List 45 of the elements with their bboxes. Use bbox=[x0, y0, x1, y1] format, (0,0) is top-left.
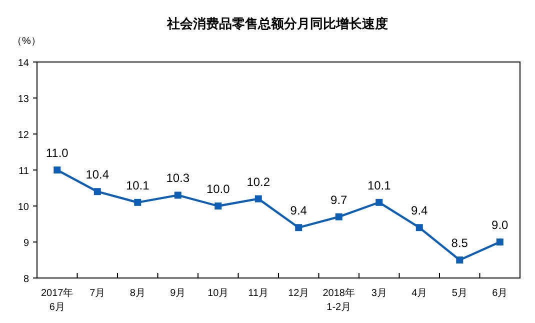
y-tick-label: 10 bbox=[18, 202, 30, 213]
point bbox=[295, 224, 302, 232]
data-label: 10.0 bbox=[206, 182, 230, 196]
y-tick-label: 11 bbox=[18, 166, 30, 177]
data-label: 11.0 bbox=[46, 146, 69, 160]
data-label: 10.1 bbox=[367, 178, 392, 192]
data-label: 10.2 bbox=[246, 174, 270, 189]
x-tick-label: 11月 bbox=[248, 288, 269, 299]
point bbox=[174, 192, 182, 199]
point bbox=[335, 213, 342, 220]
x-tick-label: 8月 bbox=[130, 288, 146, 299]
x-tick-label: 3月 bbox=[371, 288, 387, 299]
point bbox=[134, 198, 142, 206]
data-label: 9.7 bbox=[330, 192, 348, 207]
data-label: 10.4 bbox=[86, 168, 110, 182]
data-label: 10.3 bbox=[166, 171, 190, 186]
point bbox=[376, 198, 383, 206]
point bbox=[214, 202, 222, 210]
data-label: 10.1 bbox=[126, 178, 150, 192]
y-axis-title: （%） bbox=[12, 36, 41, 47]
chart-title: 社会消费品零售总额分月同比增长速度 bbox=[166, 16, 388, 31]
y-tick-label: 9 bbox=[23, 238, 30, 249]
point bbox=[94, 188, 101, 196]
y-tick-label: 12 bbox=[18, 130, 30, 141]
x-tick-label: 7月 bbox=[90, 288, 106, 299]
x-tick-label: 2018年 1-2月 bbox=[322, 287, 355, 313]
y-tick-label: 8 bbox=[23, 274, 30, 285]
point bbox=[456, 256, 464, 264]
x-tick-label: 9月 bbox=[170, 288, 186, 299]
data-label: 9.4 bbox=[290, 204, 308, 218]
data-label: 9.0 bbox=[492, 218, 509, 232]
data-label: 9.4 bbox=[411, 204, 428, 218]
point bbox=[254, 195, 262, 202]
x-tick-label: 12月 bbox=[288, 288, 310, 299]
y-tick-label: 14 bbox=[18, 58, 30, 69]
point bbox=[416, 224, 423, 232]
y-tick-label: 13 bbox=[18, 94, 30, 105]
x-tick-label: 10月 bbox=[208, 288, 229, 299]
x-tick-label: 6月 bbox=[492, 288, 508, 299]
x-tick-label: 2017年 6月 bbox=[41, 287, 74, 313]
data-label: 8.5 bbox=[451, 236, 468, 250]
x-tick-label: 5月 bbox=[452, 288, 468, 299]
x-tick-label: 4月 bbox=[412, 288, 428, 299]
point bbox=[54, 166, 61, 174]
point bbox=[496, 238, 504, 246]
